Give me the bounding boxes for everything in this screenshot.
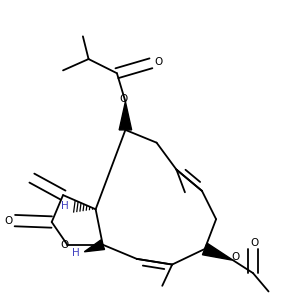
Polygon shape <box>84 240 105 252</box>
Text: H: H <box>61 201 68 211</box>
Text: O: O <box>231 253 239 262</box>
Text: O: O <box>119 94 127 104</box>
Text: O: O <box>154 57 162 67</box>
Polygon shape <box>119 102 132 130</box>
Text: O: O <box>60 240 68 250</box>
Text: O: O <box>4 216 13 225</box>
Text: O: O <box>250 238 259 248</box>
Polygon shape <box>202 243 233 260</box>
Text: H: H <box>72 248 80 258</box>
